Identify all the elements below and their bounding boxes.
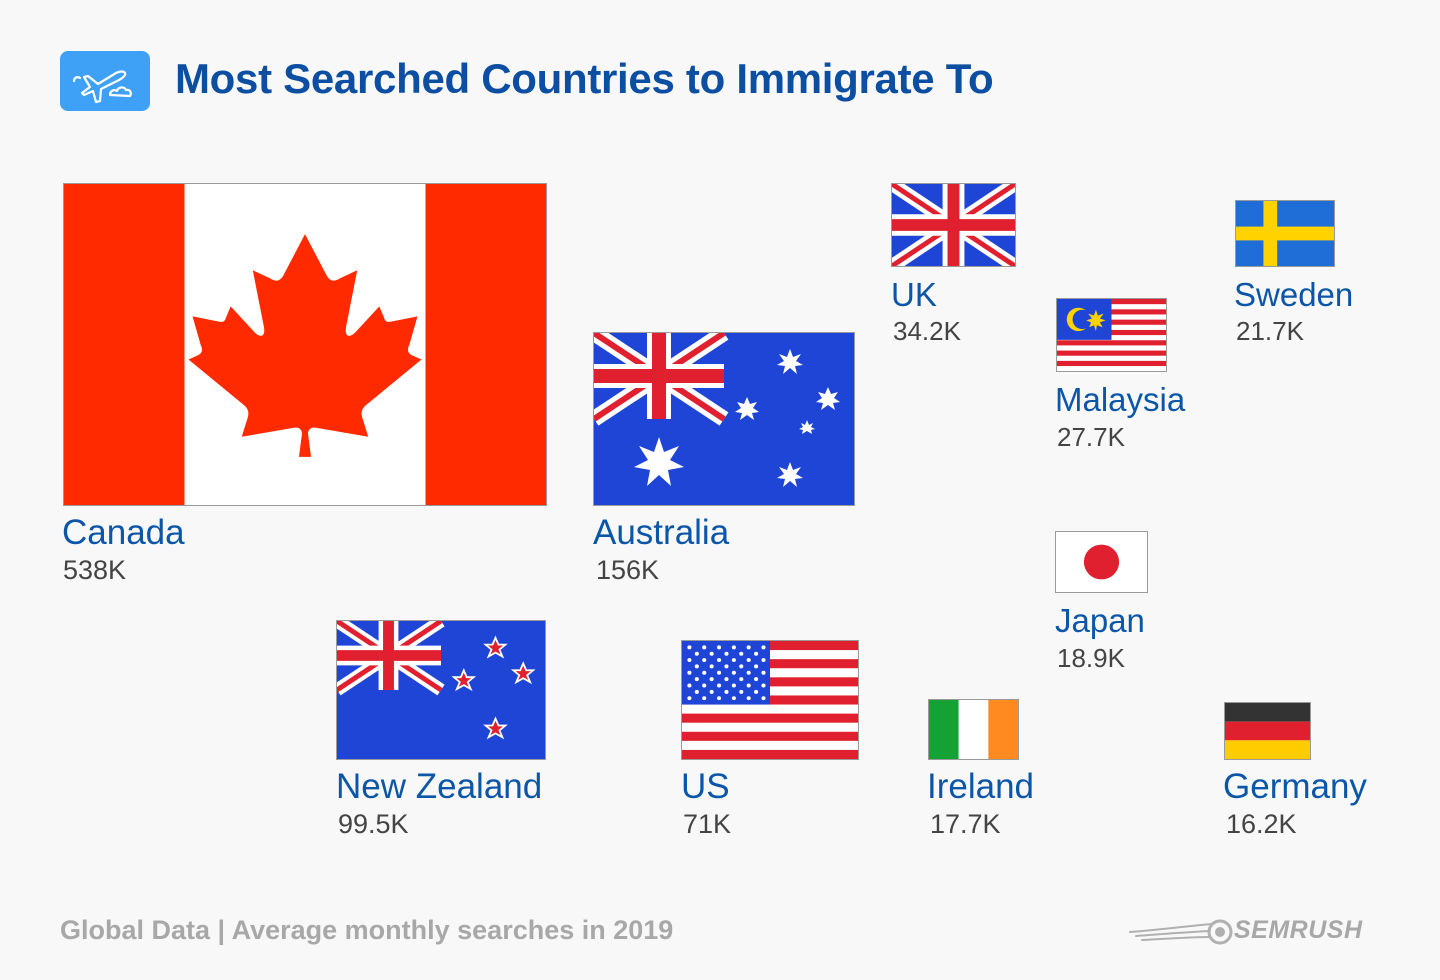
country-name: Germany bbox=[1223, 767, 1367, 806]
country-name: Sweden bbox=[1234, 276, 1354, 313]
australia-flag bbox=[593, 332, 855, 506]
footnote: Global Data | Average monthly searches i… bbox=[60, 915, 674, 945]
uk-flag bbox=[891, 183, 1016, 267]
country-name: Australia bbox=[593, 513, 730, 552]
country-value: 16.2K bbox=[1226, 809, 1297, 839]
country-name: New Zealand bbox=[336, 767, 543, 806]
country-value: 18.9K bbox=[1057, 643, 1125, 673]
country-value: 17.7K bbox=[930, 809, 1001, 839]
country-name: US bbox=[681, 767, 730, 806]
new-zealand-flag bbox=[336, 620, 546, 760]
brand-name: SEMRUSH bbox=[1234, 916, 1363, 944]
sweden-flag bbox=[1235, 200, 1335, 267]
brand-logo: SEMRUSH bbox=[1128, 912, 1383, 952]
country-value: 538K bbox=[63, 555, 127, 585]
country-value: 21.7K bbox=[1236, 316, 1304, 346]
canada-flag bbox=[63, 183, 547, 506]
country-value: 156K bbox=[596, 555, 660, 585]
country-value: 71K bbox=[683, 809, 732, 839]
germany-flag bbox=[1224, 702, 1311, 760]
malaysia-flag bbox=[1056, 298, 1167, 372]
country-name: Canada bbox=[62, 513, 185, 552]
comet-logo-icon bbox=[1129, 919, 1233, 945]
page-title: Most Searched Countries to Immigrate To bbox=[175, 55, 994, 102]
country-value: 27.7K bbox=[1057, 422, 1125, 452]
country-name: Japan bbox=[1055, 602, 1145, 639]
ireland-flag bbox=[928, 699, 1019, 760]
airplane-cloud-icon bbox=[60, 51, 150, 111]
country-value: 34.2K bbox=[893, 316, 961, 346]
country-name: UK bbox=[891, 276, 937, 313]
country-name: Ireland bbox=[927, 767, 1035, 806]
japan-flag bbox=[1055, 531, 1148, 593]
country-value: 99.5K bbox=[338, 809, 409, 839]
country-name: Malaysia bbox=[1055, 381, 1186, 418]
us-flag bbox=[681, 640, 859, 760]
